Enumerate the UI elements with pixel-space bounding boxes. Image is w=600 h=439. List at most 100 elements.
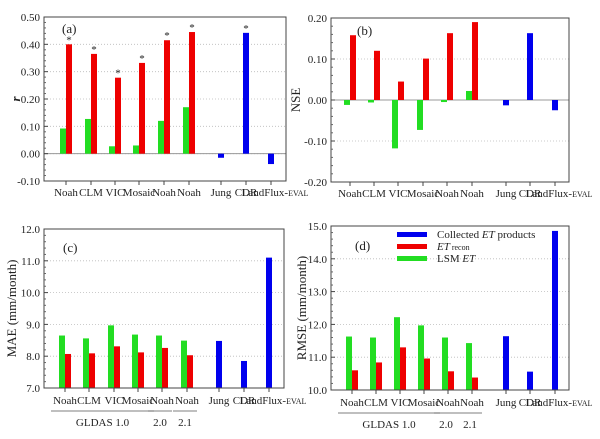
significance-marker: * (164, 30, 170, 42)
x-tick-label: Jung (211, 187, 232, 199)
bar-et-recon (189, 32, 195, 154)
panel-label: (b) (357, 23, 372, 38)
bar-et-recon (376, 362, 382, 390)
significance-marker: * (139, 53, 145, 65)
bar-collected-et-products (241, 360, 247, 388)
y-tick-label: 0.00 (21, 149, 41, 161)
y-tick-label: 8.0 (26, 351, 40, 363)
bar-lsm-et (370, 337, 376, 390)
bar-lsm-et (346, 336, 352, 390)
bar-collected-et-products (527, 33, 533, 100)
plot-frame (330, 225, 570, 391)
y-tick-label: 12.0 (21, 224, 41, 236)
x-tick-label: Mosaic (123, 187, 156, 199)
x-tick-label: Noah (150, 395, 174, 407)
x-tick-label: Noah (53, 395, 77, 407)
y-tick-label: 0.00 (308, 95, 328, 107)
bar-lsm-et (466, 343, 472, 390)
y-tick-label: 0.10 (308, 54, 328, 66)
bar-collected-et-products (552, 100, 558, 111)
y-tick-label: 0.50 (21, 12, 41, 24)
legend-swatch-lsm (397, 256, 427, 261)
bar-et-recon (115, 77, 121, 154)
bar-lsm-et (132, 334, 138, 388)
bar-et-recon (448, 371, 454, 390)
bar-lsm-et (108, 325, 114, 388)
x-tick-label: CLM (79, 187, 103, 199)
y-tick-label: 15.0 (308, 221, 328, 233)
significance-marker: * (189, 22, 195, 34)
y-tick-label: 0.20 (308, 13, 328, 25)
x-tick-label: Mosaic (407, 188, 440, 200)
y-tick-label: 0.30 (21, 67, 41, 79)
x-tick-label: Noah (340, 397, 364, 409)
bar-et-recon (139, 62, 145, 154)
x-tick-label: Mosaic (408, 397, 441, 409)
panel-a: * * * * * * * -0.10 0.00 0.10 0.20 0.30 0.40 0.50 Noah… (8, 12, 308, 199)
bar-collected-et-products (243, 32, 249, 154)
panel-label: (d) (355, 238, 370, 253)
bar-et-recon (352, 370, 358, 390)
bar-lsm-et (181, 340, 187, 388)
group-label: 2.1 (178, 417, 192, 429)
y-tick-label: 11.0 (308, 352, 327, 364)
bar-lsm-et (394, 317, 400, 390)
y-tick-label: -0.10 (17, 176, 40, 188)
x-tick-label: Noah (338, 188, 362, 200)
x-tick-label: CDR (519, 397, 542, 409)
y-tick-label: 0.10 (21, 121, 41, 133)
y-tick-label: -0.10 (304, 136, 327, 148)
bar-lsm-et (109, 146, 115, 154)
significance-marker: * (66, 34, 72, 46)
x-tick-label: CLM (364, 397, 388, 409)
group-label: GLDAS 1.0 (76, 417, 130, 429)
group-label: 2.0 (153, 417, 167, 429)
bar-lsm-et (417, 100, 423, 130)
bar-lsm-et (368, 100, 374, 103)
bar-lsm-et (442, 337, 448, 390)
bar-et-recon (66, 44, 72, 154)
y-tick-label: 9.0 (26, 319, 40, 331)
x-tick-label: VIC (391, 397, 410, 409)
bar-lsm-et (344, 100, 350, 105)
x-tick-label: VIC (105, 395, 124, 407)
y-axis-label: r (8, 96, 23, 102)
bar-collected-et-products (218, 153, 224, 158)
legend-label-recon: ET recon (436, 241, 470, 253)
bar-et-recon (164, 40, 170, 154)
legend-swatch-recon (397, 244, 427, 249)
x-tick-label: VIC (106, 187, 125, 199)
bar-et-recon (65, 353, 71, 388)
panel-label: (c) (63, 240, 77, 255)
x-tick-label: Noah (175, 395, 199, 407)
bar-lsm-et (183, 107, 189, 154)
bar-et-recon (398, 81, 404, 100)
bar-collected-et-products (268, 153, 274, 165)
legend-label-collected: Collected ET products (437, 229, 535, 241)
y-tick-label: 0.40 (21, 39, 41, 51)
y-tick-label: 7.0 (26, 383, 40, 395)
y-tick-label: 12.0 (308, 319, 328, 331)
y-axis-label: NSE (288, 88, 303, 113)
bar-lsm-et (418, 325, 424, 390)
bar-lsm-et (133, 145, 139, 154)
bar-lsm-et (441, 100, 447, 103)
y-axis-label: RMSE (mm/month) (294, 256, 309, 360)
bar-collected-et-products (503, 336, 509, 390)
x-tick-label: LandFlux-EVAL (240, 395, 307, 407)
x-tick-label: CDR (235, 187, 258, 199)
group-label: GLDAS 1.0 (362, 419, 416, 431)
bar-et-recon (138, 352, 144, 388)
significance-marker: * (115, 68, 121, 80)
plot-frame (43, 228, 285, 389)
x-tick-label: CLM (77, 395, 101, 407)
bar-collected-et-products (216, 340, 222, 388)
bar-et-recon (350, 35, 356, 100)
bar-lsm-et (156, 335, 162, 388)
bar-et-recon (424, 358, 430, 390)
y-tick-label: 14.0 (308, 254, 328, 266)
bar-lsm-et (60, 128, 66, 154)
x-tick-label: Mosaic (122, 395, 155, 407)
